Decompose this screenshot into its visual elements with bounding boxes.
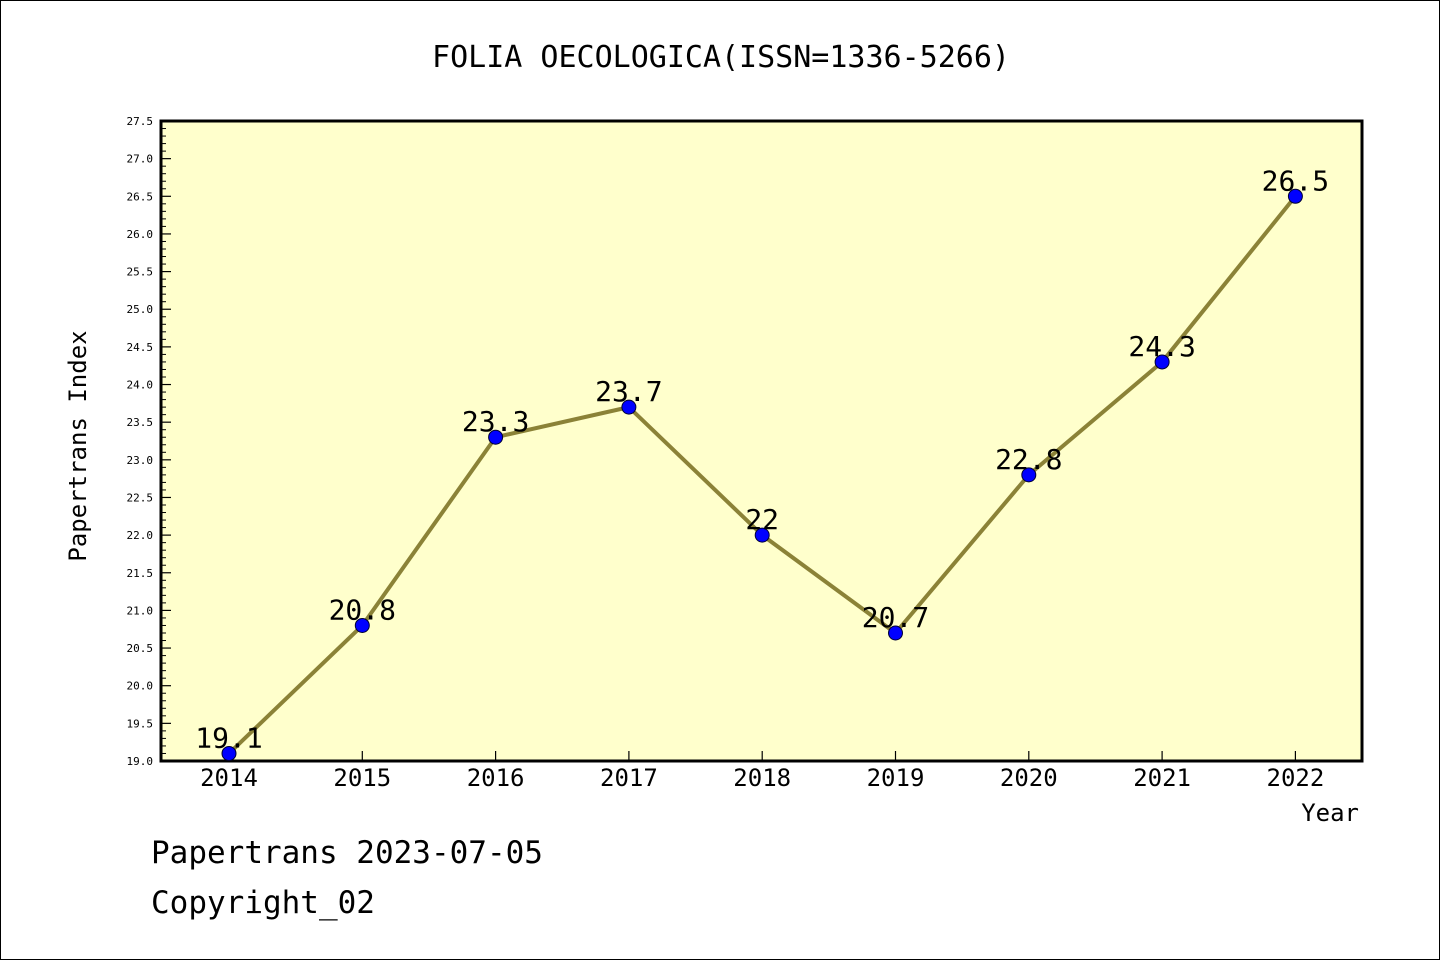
y-minor-ticks — [161, 128, 166, 754]
x-tick-label: 2015 — [333, 764, 391, 792]
y-tick-label: 26.0 — [127, 228, 154, 241]
footer-date: Papertrans 2023-07-05 — [151, 835, 543, 871]
x-tick-label: 2014 — [200, 764, 258, 792]
data-label: 23.3 — [462, 405, 529, 438]
y-tick-label: 22.5 — [127, 491, 154, 504]
x-axis-label: Year — [1301, 799, 1359, 827]
x-tick-label: 2016 — [467, 764, 525, 792]
y-tick-label: 25.5 — [127, 266, 154, 279]
y-tick-label: 21.0 — [127, 604, 154, 617]
y-tick-label: 22.0 — [127, 529, 154, 542]
data-label: 20.8 — [329, 593, 396, 626]
chart-title: FOLIA OECOLOGICA(ISSN=1336-5266) — [432, 40, 1010, 75]
y-tick-label: 24.0 — [127, 379, 154, 392]
data-label: 26.5 — [1262, 164, 1329, 197]
y-tick-label: 25.0 — [127, 303, 154, 316]
data-point-marker — [621, 399, 637, 415]
y-tick-label: 27.5 — [127, 115, 154, 128]
data-label: 23.7 — [595, 375, 662, 408]
y-tick-label: 24.5 — [127, 341, 154, 354]
x-tick-label: 2018 — [733, 764, 791, 792]
data-point-marker — [1154, 354, 1170, 370]
y-tick-label: 19.5 — [127, 717, 154, 730]
data-point-marker — [1021, 467, 1037, 483]
y-tick-label: 20.5 — [127, 642, 154, 655]
footer-copyright: Copyright_02 — [151, 885, 375, 921]
data-point-marker — [1287, 188, 1303, 204]
x-tick-label: 2017 — [600, 764, 658, 792]
data-point-marker — [354, 617, 370, 633]
data-label: 24.3 — [1128, 330, 1195, 363]
y-axis-label: Papertrans Index — [64, 330, 92, 561]
y-tick-label: 23.5 — [127, 416, 154, 429]
x-tick-label: 2021 — [1133, 764, 1191, 792]
x-tick-label: 2020 — [1000, 764, 1058, 792]
y-tick-label: 23.0 — [127, 454, 154, 467]
y-axis-ticks: 19.0 19.5 20.0 20.5 21.0 21.5 22.0 22.5 23.0 23.5… — [127, 115, 171, 768]
y-tick-label: 20.0 — [127, 680, 154, 693]
data-point-marker — [221, 745, 237, 761]
data-label: 22.8 — [995, 443, 1062, 476]
data-point-marker — [888, 625, 903, 641]
x-axis-ticks: 2014 2015 2016 2017 2018 2019 2020 2021 2022 — [200, 751, 1324, 792]
y-tick-label: 21.5 — [127, 567, 154, 580]
y-tick-label: 27.0 — [127, 153, 154, 166]
data-label: 19.1 — [195, 721, 262, 754]
data-labels: 19.1 20.8 23.3 23.7 22 20.7 22.8 24.3 26.5 — [195, 164, 1329, 754]
plot-area — [159, 119, 1364, 763]
data-label: 22 — [745, 503, 779, 536]
data-point-marker — [754, 527, 770, 543]
x-tick-label: 2019 — [867, 764, 925, 792]
data-point-marker — [488, 429, 504, 445]
series-markers — [221, 188, 1303, 761]
data-label: 20.7 — [862, 601, 929, 634]
x-tick-label: 2022 — [1267, 764, 1325, 792]
y-tick-label: 19.0 — [127, 755, 154, 768]
y-tick-label: 26.5 — [127, 190, 154, 203]
